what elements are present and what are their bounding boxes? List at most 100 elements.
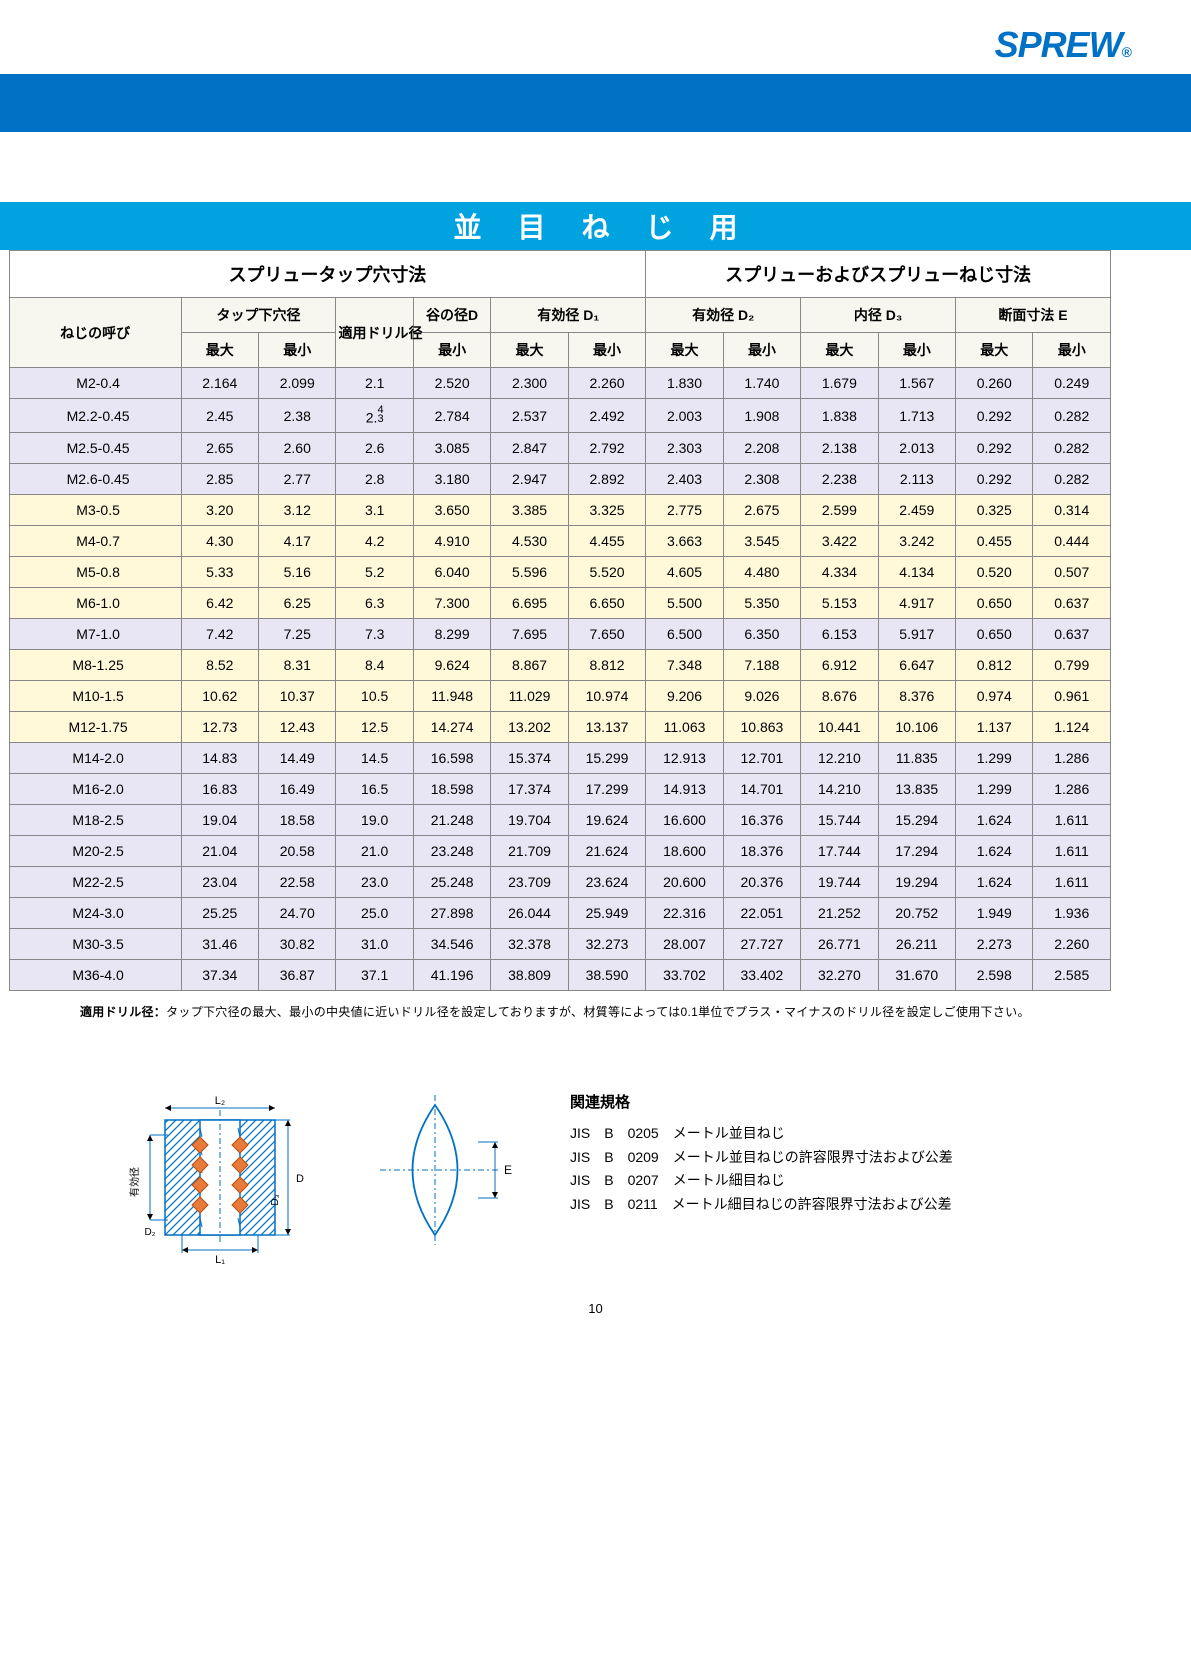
data-cell: 1.830	[646, 368, 723, 399]
data-cell: 5.500	[646, 588, 723, 619]
row-blank	[0, 399, 9, 433]
standard-item: JIS B 0207 メートル細目ねじ	[570, 1169, 953, 1193]
row-blank	[0, 557, 9, 588]
data-cell: 26.044	[491, 898, 568, 929]
data-cell: 22.58	[259, 867, 336, 898]
data-cell: 23.709	[491, 867, 568, 898]
data-cell: 2.099	[259, 368, 336, 399]
data-cell: 32.378	[491, 929, 568, 960]
data-cell: 10.62	[181, 681, 258, 712]
data-cell: 3.545	[723, 526, 800, 557]
data-cell: 30.82	[259, 929, 336, 960]
bottom-section: L₂L₁DD₃有効径D₂ E 関連規格 JIS B 0205 メートル並目ねじJ…	[0, 1020, 1191, 1275]
data-cell: 16.598	[413, 743, 490, 774]
row-blank	[0, 464, 9, 495]
data-cell: 33.702	[646, 960, 723, 991]
row-blank	[0, 774, 9, 805]
data-cell: 38.809	[491, 960, 568, 991]
data-cell: 5.16	[259, 557, 336, 588]
data-cell: 14.49	[259, 743, 336, 774]
data-cell: 13.137	[568, 712, 646, 743]
data-cell: 0.455	[956, 526, 1033, 557]
data-cell: 5.520	[568, 557, 646, 588]
data-cell: 37.34	[181, 960, 258, 991]
thread-name: M30-3.5	[9, 929, 181, 960]
table-row: M12-1.7512.7312.4312.514.27413.20213.137…	[0, 712, 1111, 743]
data-cell: 0.260	[956, 368, 1033, 399]
data-cell: 5.153	[801, 588, 878, 619]
thread-name: M12-1.75	[9, 712, 181, 743]
data-cell: 1.137	[956, 712, 1033, 743]
data-cell: 11.063	[646, 712, 723, 743]
data-cell: 2.013	[878, 433, 955, 464]
hdr-mm: 最小	[878, 333, 955, 368]
hdr-name: ねじの呼び	[9, 298, 181, 368]
data-cell: 25.248	[413, 867, 490, 898]
data-cell: 6.42	[181, 588, 258, 619]
data-cell: 1.740	[723, 368, 800, 399]
top-band	[0, 74, 1191, 132]
hdr-d3: 内径 D₃	[801, 298, 956, 333]
data-cell: 11.835	[878, 743, 955, 774]
data-cell: 7.695	[491, 619, 568, 650]
data-cell: 17.374	[491, 774, 568, 805]
data-cell: 2.238	[801, 464, 878, 495]
data-cell: 31.0	[336, 929, 413, 960]
row-blank	[0, 368, 9, 399]
data-cell: 6.650	[568, 588, 646, 619]
data-cell: 2.599	[801, 495, 878, 526]
data-cell: 1.299	[956, 774, 1033, 805]
data-cell: 27.727	[723, 929, 800, 960]
data-cell: 2.775	[646, 495, 723, 526]
data-cell: 14.83	[181, 743, 258, 774]
data-cell: 8.31	[259, 650, 336, 681]
data-cell: 0.650	[956, 588, 1033, 619]
data-cell: 1.624	[956, 805, 1033, 836]
data-cell: 3.422	[801, 526, 878, 557]
data-cell: 1.838	[801, 399, 878, 433]
data-cell: 6.3	[336, 588, 413, 619]
table-row: M22-2.523.0422.5823.025.24823.70923.6242…	[0, 867, 1111, 898]
thread-name: M22-2.5	[9, 867, 181, 898]
row-blank	[0, 960, 9, 991]
data-cell: 5.33	[181, 557, 258, 588]
spec-table: スプリュータップ穴寸法スプリューおよびスプリューねじ寸法ねじの呼びタップ下穴径適…	[0, 250, 1111, 991]
thread-name: M4-0.7	[9, 526, 181, 557]
table-row: M2.2-0.452.452.382.432.7842.5372.4922.00…	[0, 399, 1111, 433]
table-row: M20-2.521.0420.5821.023.24821.70921.6241…	[0, 836, 1111, 867]
data-cell: 14.913	[646, 774, 723, 805]
data-cell: 2.947	[491, 464, 568, 495]
data-cell: 16.5	[336, 774, 413, 805]
data-cell: 9.206	[646, 681, 723, 712]
data-cell: 32.270	[801, 960, 878, 991]
data-cell: 2.113	[878, 464, 955, 495]
data-cell: 1.679	[801, 368, 878, 399]
data-cell: 15.744	[801, 805, 878, 836]
data-cell: 2.138	[801, 433, 878, 464]
svg-text:L₂: L₂	[215, 1095, 225, 1107]
table-row: M8-1.258.528.318.49.6248.8678.8127.3487.…	[0, 650, 1111, 681]
data-cell: 10.37	[259, 681, 336, 712]
data-cell: 0.444	[1033, 526, 1111, 557]
table-row: M4-0.74.304.174.24.9104.5304.4553.6633.5…	[0, 526, 1111, 557]
data-cell: 15.374	[491, 743, 568, 774]
data-cell: 10.441	[801, 712, 878, 743]
data-cell: 17.294	[878, 836, 955, 867]
data-cell: 0.799	[1033, 650, 1111, 681]
data-cell: 6.500	[646, 619, 723, 650]
data-cell: 6.040	[413, 557, 490, 588]
table-row: M16-2.016.8316.4916.518.59817.37417.2991…	[0, 774, 1111, 805]
hdr-mm: 最大	[956, 333, 1033, 368]
data-cell: 2.492	[568, 399, 646, 433]
data-cell: 14.5	[336, 743, 413, 774]
data-cell: 5.917	[878, 619, 955, 650]
data-cell: 3.663	[646, 526, 723, 557]
data-cell: 4.605	[646, 557, 723, 588]
data-cell: 1.908	[723, 399, 800, 433]
row-blank	[0, 588, 9, 619]
data-cell: 3.325	[568, 495, 646, 526]
data-cell: 33.402	[723, 960, 800, 991]
data-cell: 0.974	[956, 681, 1033, 712]
data-cell: 13.202	[491, 712, 568, 743]
data-cell: 1.611	[1033, 805, 1111, 836]
